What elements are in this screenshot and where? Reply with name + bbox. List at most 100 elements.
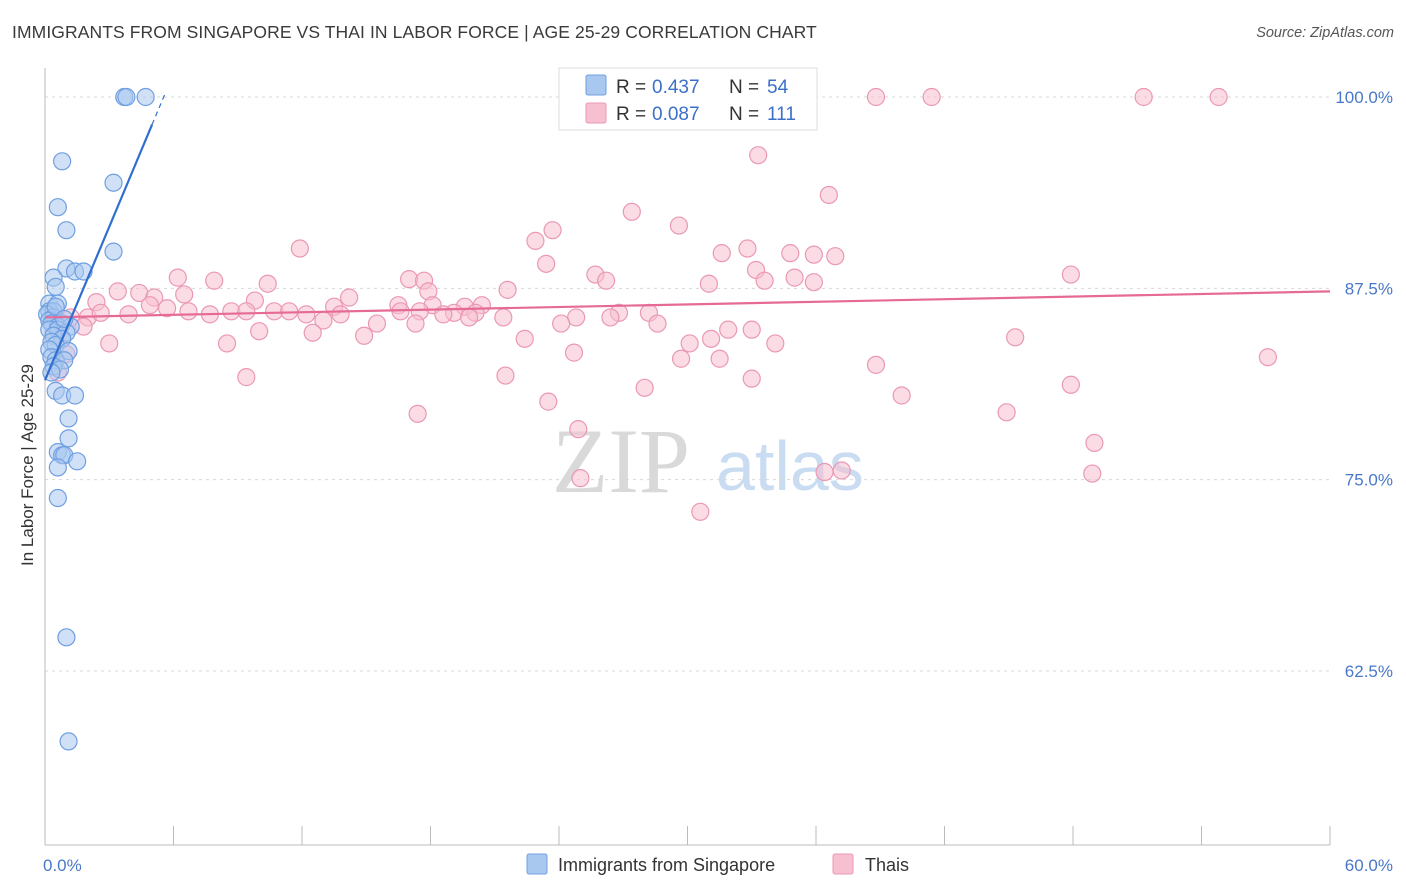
thai-point (205, 271, 224, 290)
singapore-point (48, 198, 67, 217)
singapore-point (57, 628, 76, 647)
bottom-legend-label-singapore: Immigrants from Singapore (558, 855, 775, 875)
thai-point (237, 302, 256, 321)
thai-point (496, 366, 515, 385)
thai-point (119, 305, 138, 324)
singapore-points (38, 87, 155, 751)
thai-point (552, 314, 571, 333)
thai-trend-line (44, 290, 1331, 319)
legend-n-value-thai: 111 (767, 104, 796, 125)
thai-point (539, 392, 558, 411)
thai-point (179, 302, 198, 321)
thai-point (340, 288, 359, 307)
singapore-point (117, 87, 136, 107)
legend-r-label-thai: R = (616, 104, 646, 125)
singapore-point (59, 732, 78, 751)
thai-point (671, 349, 691, 368)
thai-point (922, 87, 941, 107)
thai-point (701, 329, 721, 348)
thai-point (459, 308, 479, 327)
y-tick-label: 62.5% (1345, 662, 1393, 681)
thai-point (742, 320, 761, 339)
axes (44, 68, 1331, 846)
thai-point (1134, 87, 1153, 107)
thai-point (785, 268, 804, 287)
legend-n-value-singapore: 54 (767, 77, 789, 98)
x-tick-label: 60.0% (1345, 856, 1393, 875)
thai-point (597, 271, 616, 290)
thai-point (712, 244, 731, 263)
thai-point (543, 221, 562, 240)
thai-point (108, 282, 127, 301)
thai-point (175, 285, 194, 304)
thai-point (804, 245, 823, 264)
thai-point (815, 462, 834, 482)
y-tick-label: 75.0% (1345, 471, 1393, 490)
thai-point (157, 299, 177, 318)
thai-point (766, 334, 785, 353)
legend-swatch-singapore (585, 74, 607, 96)
singapore-point (57, 221, 76, 240)
y-tick-labels: 100.0% 87.5% 75.0% 62.5% (1335, 88, 1393, 681)
thai-point (819, 185, 838, 205)
thai-point (1258, 348, 1277, 367)
thai-point (997, 403, 1016, 422)
x-tick-labels: 0.0% 60.0% (43, 856, 1393, 875)
thai-point (290, 239, 309, 258)
thai-point (100, 334, 119, 353)
legend-n-label-singapore: N = (729, 77, 759, 98)
thai-point (866, 87, 886, 107)
trend-lines (43, 93, 1331, 381)
thai-point (494, 308, 513, 327)
thai-point (755, 271, 774, 290)
thai-point (355, 326, 374, 345)
singapore-point (53, 152, 72, 171)
singapore-point (68, 452, 87, 471)
thai-point (601, 308, 620, 327)
thai-point (498, 280, 517, 299)
singapore-point (48, 458, 67, 477)
y-tick-label: 100.0% (1335, 88, 1393, 107)
thai-point (892, 386, 911, 405)
legend-swatch-thai (585, 102, 607, 124)
thai-point (258, 274, 277, 293)
thai-point (749, 146, 768, 165)
thai-point (237, 368, 256, 387)
grid-lines (45, 96, 1330, 672)
bottom-legend-swatch-singapore (526, 853, 548, 875)
legend-r-value-thai: 0.087 (652, 104, 700, 125)
bottom-legend-label-thai: Thais (865, 855, 909, 875)
legend-n-label-thai: N = (729, 104, 759, 125)
thai-point (832, 461, 851, 480)
thai-point (571, 469, 590, 488)
thai-point (1006, 328, 1025, 347)
thai-point (91, 303, 110, 322)
thai-point (738, 239, 757, 258)
singapore-trend-line (43, 124, 154, 381)
singapore-point (104, 242, 123, 261)
thai-point (622, 202, 641, 221)
thai-point (804, 273, 823, 292)
thai-point (168, 268, 187, 287)
singapore-trend-extension (151, 93, 166, 125)
singapore-point (59, 409, 78, 428)
legend-r-value-singapore: 0.437 (652, 77, 700, 98)
thai-point (1083, 464, 1102, 483)
thai-point (866, 355, 886, 374)
x-tick-label: 0.0% (43, 856, 82, 875)
bottom-legend-swatch-thai (832, 853, 854, 875)
singapore-point (59, 429, 78, 448)
thai-point (331, 305, 350, 324)
thai-point (367, 314, 387, 333)
thai-point (826, 247, 845, 266)
chart-title: IMMIGRANTS FROM SINGAPORE VS THAI IN LAB… (12, 22, 817, 42)
series-legend: Immigrants from Singapore Thais (526, 853, 909, 875)
thai-point (406, 314, 425, 333)
thai-point (699, 274, 719, 293)
y-tick-label: 87.5% (1345, 279, 1393, 298)
thai-point (1209, 87, 1228, 107)
thai-point (669, 216, 689, 235)
thai-point (537, 254, 556, 273)
thai-point (1061, 265, 1080, 284)
